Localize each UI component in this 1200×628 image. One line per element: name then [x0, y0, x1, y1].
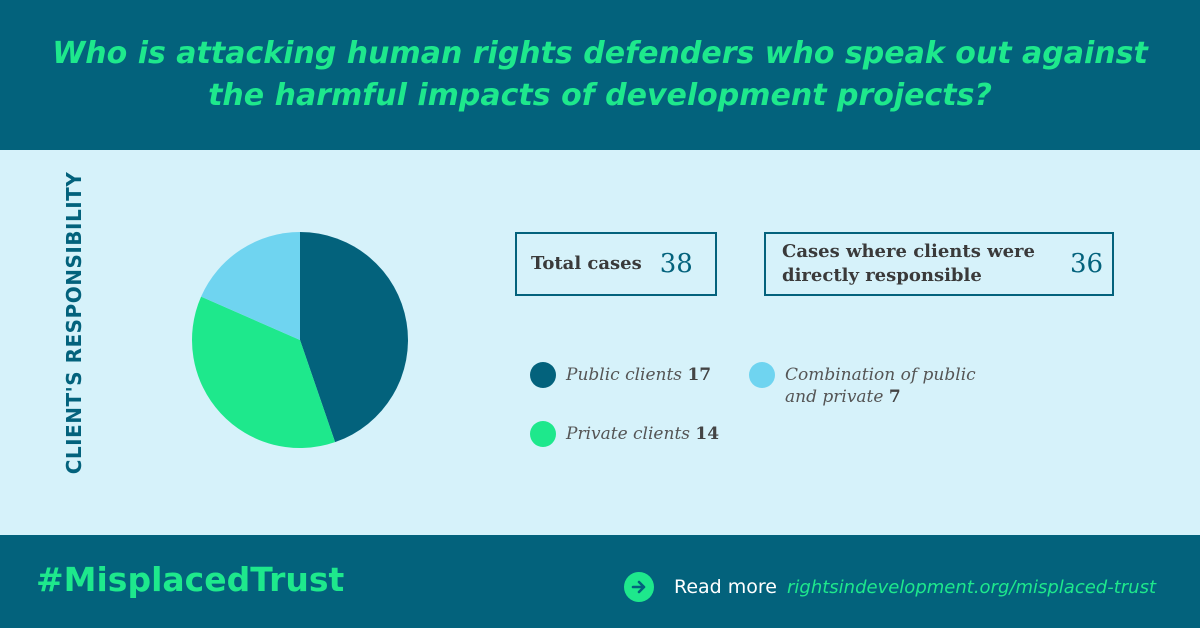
direct-cases-label: Cases where clients were directly respon…: [782, 241, 1035, 286]
read-more[interactable]: Read more rightsindevelopment.org/mispla…: [624, 572, 1156, 602]
axis-label: CLIENT'S RESPONSIBILITY: [62, 171, 86, 475]
footer-bar: [0, 535, 1200, 628]
total-cases-value: 38: [659, 249, 693, 279]
hashtag: #MisplacedTrust: [36, 560, 345, 599]
legend-swatch-private: [530, 421, 556, 447]
read-more-label: Read more: [674, 576, 777, 598]
pie-slice-combination: [201, 232, 300, 340]
legend-value-public: 17: [687, 365, 712, 385]
legend-label-combination: Combination of public and private: [785, 365, 976, 407]
page-title: Who is attacking human rights defenders …: [52, 36, 1148, 113]
pie-slice-private: [192, 296, 336, 448]
legend-swatch-public: [530, 362, 556, 388]
total-cases-box: Total cases 38: [515, 232, 717, 296]
direct-cases-box: Cases where clients were directly respon…: [764, 232, 1114, 296]
header-banner: Who is attacking human rights defenders …: [0, 0, 1200, 150]
legend-value-combination: 7: [888, 387, 901, 407]
total-cases-label: Total cases: [531, 253, 642, 274]
legend-label-public: Public clients: [566, 365, 683, 385]
read-more-link[interactable]: rightsindevelopment.org/misplaced-trust: [787, 576, 1157, 598]
legend-combination: Combination of public and private 7: [749, 362, 995, 408]
arrow-right-icon[interactable]: [624, 572, 654, 602]
direct-cases-value: 36: [1070, 249, 1104, 279]
pie-chart: [192, 232, 408, 448]
pie-slice-public: [300, 232, 408, 443]
chart-area: [0, 150, 1200, 535]
legend-private: Private clients 14: [530, 421, 720, 447]
legend-label-private: Private clients: [566, 424, 690, 444]
legend-swatch-combination: [749, 362, 775, 388]
legend-value-private: 14: [695, 424, 720, 444]
legend-public: Public clients 17: [530, 362, 712, 388]
